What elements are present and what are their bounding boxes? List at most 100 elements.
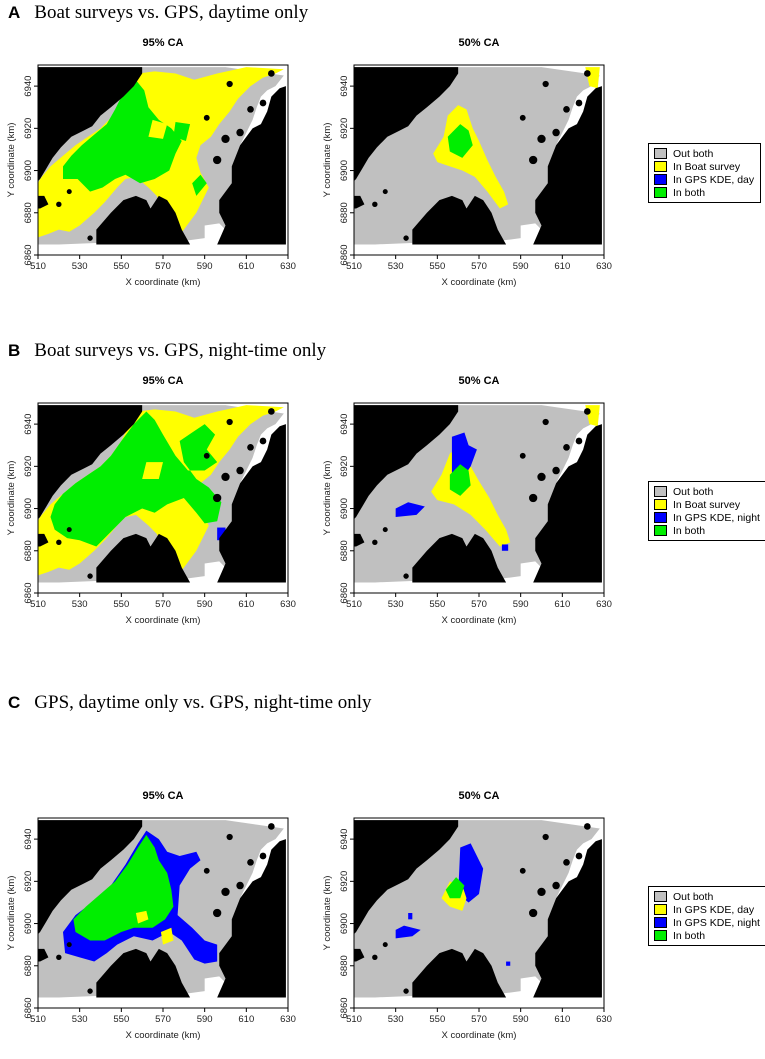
x-tick-label: 610 xyxy=(554,1014,570,1025)
in-gps-night-patch xyxy=(506,961,511,966)
x-tick-label: 610 xyxy=(238,599,254,610)
island xyxy=(259,852,267,860)
y-tick-label: 6880 xyxy=(339,955,350,976)
legend-label: Out both xyxy=(673,485,714,498)
legend-c: Out both In GPS KDE, day In GPS KDE, nig… xyxy=(648,886,765,946)
island xyxy=(257,167,265,174)
x-tick-label: 610 xyxy=(238,261,254,272)
island xyxy=(236,466,244,475)
in-both-patch xyxy=(173,122,191,141)
island xyxy=(257,505,265,512)
island xyxy=(221,472,230,482)
island xyxy=(548,560,556,567)
land-mass xyxy=(38,195,49,209)
plot-area xyxy=(354,65,604,255)
land-mass xyxy=(354,405,459,520)
x-tick-label: 570 xyxy=(471,1014,487,1025)
y-tick-label: 6920 xyxy=(23,871,34,892)
island xyxy=(226,418,233,426)
x-axis-label: X coordinate (km) xyxy=(126,1030,201,1041)
island xyxy=(259,437,267,445)
land-mass xyxy=(96,948,191,998)
island xyxy=(56,954,62,961)
x-tick-label: 530 xyxy=(388,599,404,610)
island xyxy=(421,564,428,571)
plot-area xyxy=(38,65,288,255)
island xyxy=(268,823,275,830)
island xyxy=(257,920,265,927)
island xyxy=(573,505,581,512)
in-gps-day-patch xyxy=(135,910,149,924)
island xyxy=(236,128,244,137)
island xyxy=(87,988,93,994)
x-tick-label: 610 xyxy=(554,261,570,272)
island xyxy=(529,155,538,165)
island xyxy=(519,452,526,459)
y-axis-label: Y coordinate (km) xyxy=(322,876,333,951)
legend-label: In both xyxy=(673,929,706,942)
legend-label: Out both xyxy=(673,147,714,160)
land-mass xyxy=(354,67,459,182)
island xyxy=(575,437,583,445)
island xyxy=(268,70,275,77)
island xyxy=(372,954,378,961)
legend-label: Out both xyxy=(673,890,714,903)
y-tick-label: 6860 xyxy=(339,244,350,265)
x-tick-label: 510 xyxy=(346,599,362,610)
legend-b: Out both In Boat survey In GPS KDE, nigh… xyxy=(648,481,765,541)
island xyxy=(259,99,267,107)
legend-swatch-out-both xyxy=(654,148,667,159)
in-both-area xyxy=(73,834,174,941)
land-mass xyxy=(412,195,507,245)
map-title: 95% CA xyxy=(143,375,184,387)
island xyxy=(56,201,62,208)
legend-b-in-boat: In Boat survey xyxy=(654,498,760,511)
x-tick-label: 590 xyxy=(197,261,213,272)
island xyxy=(372,539,378,546)
x-tick-label: 630 xyxy=(596,599,612,610)
panel-c-letter: C xyxy=(8,693,21,712)
island xyxy=(213,493,222,503)
x-tick-label: 630 xyxy=(596,1014,612,1025)
legend-label: In GPS KDE, night xyxy=(673,511,760,524)
y-tick-label: 6880 xyxy=(23,202,34,223)
island xyxy=(203,867,210,874)
island xyxy=(563,444,570,451)
island xyxy=(56,539,62,546)
x-tick-label: 570 xyxy=(471,261,487,272)
y-tick-label: 6900 xyxy=(23,160,34,181)
island xyxy=(263,536,271,544)
legend-a-in-both: In both xyxy=(654,186,754,199)
island xyxy=(519,867,526,874)
legend-a: Out both In Boat survey In GPS KDE, day … xyxy=(648,143,762,203)
plot-area xyxy=(38,403,288,593)
in-gps-night-area xyxy=(458,843,484,903)
island xyxy=(552,881,560,890)
land-mass xyxy=(412,948,507,998)
island xyxy=(87,573,93,579)
island xyxy=(232,222,240,229)
in-both-area xyxy=(50,411,222,547)
island xyxy=(563,106,570,113)
in-both-area xyxy=(63,77,182,192)
legend-label: In both xyxy=(673,186,706,199)
legend-swatch-blue xyxy=(654,174,667,185)
panel-c-heading: C GPS, daytime only vs. GPS, night-time … xyxy=(8,692,372,714)
panel-b-letter: B xyxy=(8,341,21,360)
x-tick-label: 530 xyxy=(388,261,404,272)
island xyxy=(105,564,112,571)
y-tick-label: 6900 xyxy=(339,498,350,519)
x-axis-label: X coordinate (km) xyxy=(126,615,201,626)
panel-b-title: Boat surveys vs. GPS, night-time only xyxy=(34,340,327,361)
island xyxy=(236,881,244,890)
legend-swatch-out-both xyxy=(654,486,667,497)
x-tick-label: 550 xyxy=(113,261,129,272)
legend-c-in-night: In GPS KDE, night xyxy=(654,916,760,929)
y-tick-label: 6940 xyxy=(339,76,350,97)
x-tick-label: 530 xyxy=(388,1014,404,1025)
island xyxy=(403,988,409,994)
island xyxy=(542,833,549,841)
land-mass xyxy=(354,195,365,209)
x-tick-label: 570 xyxy=(155,599,171,610)
legend-c-in-day: In GPS KDE, day xyxy=(654,903,760,916)
